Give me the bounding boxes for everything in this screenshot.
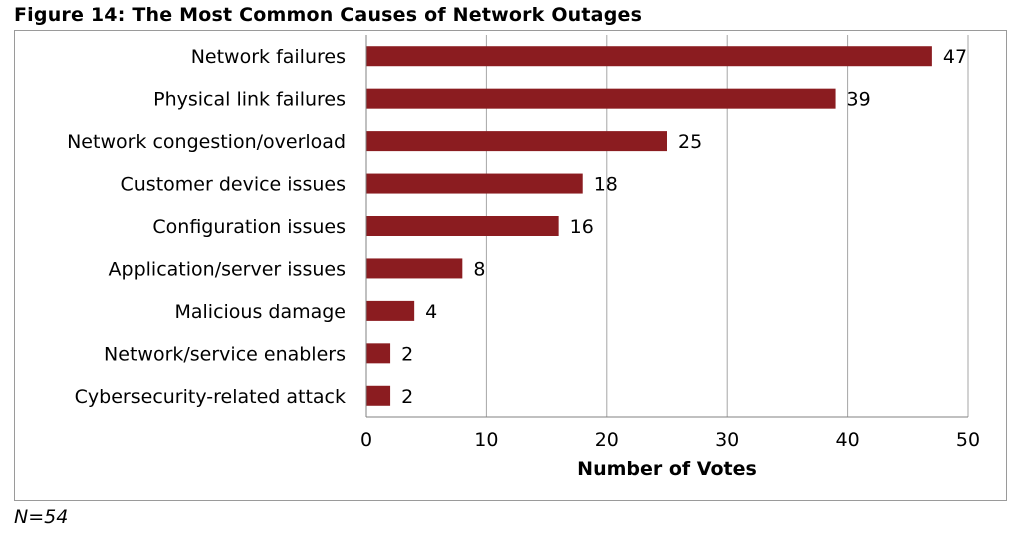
category-label-3: Customer device issues xyxy=(121,174,347,196)
bar-4 xyxy=(366,216,559,236)
data-label-5: 8 xyxy=(473,258,485,280)
data-label-1: 39 xyxy=(847,89,871,111)
x-axis-title: Number of Votes xyxy=(577,458,757,480)
x-tick-label-0: 0 xyxy=(360,429,372,451)
bars xyxy=(366,46,932,406)
x-tick-label-10: 10 xyxy=(474,429,498,451)
figure-title: Figure 14: The Most Common Causes of Net… xyxy=(14,4,643,26)
x-tick-label-40: 40 xyxy=(836,429,860,451)
bar-0 xyxy=(366,46,932,67)
category-label-6: Malicious damage xyxy=(174,301,346,323)
bar-5 xyxy=(366,258,463,279)
bar-chart: 0 10 20 30 40 50 Network failures 47 Physical li… xyxy=(67,35,980,480)
sample-size-note: N=54 xyxy=(14,506,69,528)
category-label-1: Physical link failures xyxy=(153,89,346,111)
bar-7 xyxy=(366,343,391,364)
category-label-5: Application/server issues xyxy=(109,258,346,280)
chart-frame: 0 10 20 30 40 50 Network failures 47 Physical li… xyxy=(14,30,1007,501)
data-label-8: 2 xyxy=(401,386,413,408)
category-label-0: Network failures xyxy=(191,46,346,68)
labels: 0 10 20 30 40 50 Network failures 47 Physical li… xyxy=(67,46,980,451)
data-label-3: 18 xyxy=(594,174,618,196)
x-tick-label-30: 30 xyxy=(715,429,739,451)
bar-8 xyxy=(366,385,391,406)
data-label-2: 25 xyxy=(678,131,702,153)
bar-6 xyxy=(366,300,415,321)
category-label-4: Configuration issues xyxy=(152,216,346,238)
category-label-7: Network/service enablers xyxy=(104,343,346,365)
x-tick-label-20: 20 xyxy=(595,429,619,451)
data-label-6: 4 xyxy=(425,301,437,323)
bar-1 xyxy=(366,88,836,109)
bar-2 xyxy=(366,131,667,152)
category-label-2: Network congestion/overload xyxy=(67,131,346,153)
x-tick-label-50: 50 xyxy=(956,429,980,451)
category-label-8: Cybersecurity-related attack xyxy=(75,386,346,408)
data-label-0: 47 xyxy=(943,46,967,68)
data-label-4: 16 xyxy=(570,216,594,238)
axes xyxy=(365,35,968,418)
bar-3 xyxy=(366,173,583,194)
data-label-7: 2 xyxy=(401,343,413,365)
